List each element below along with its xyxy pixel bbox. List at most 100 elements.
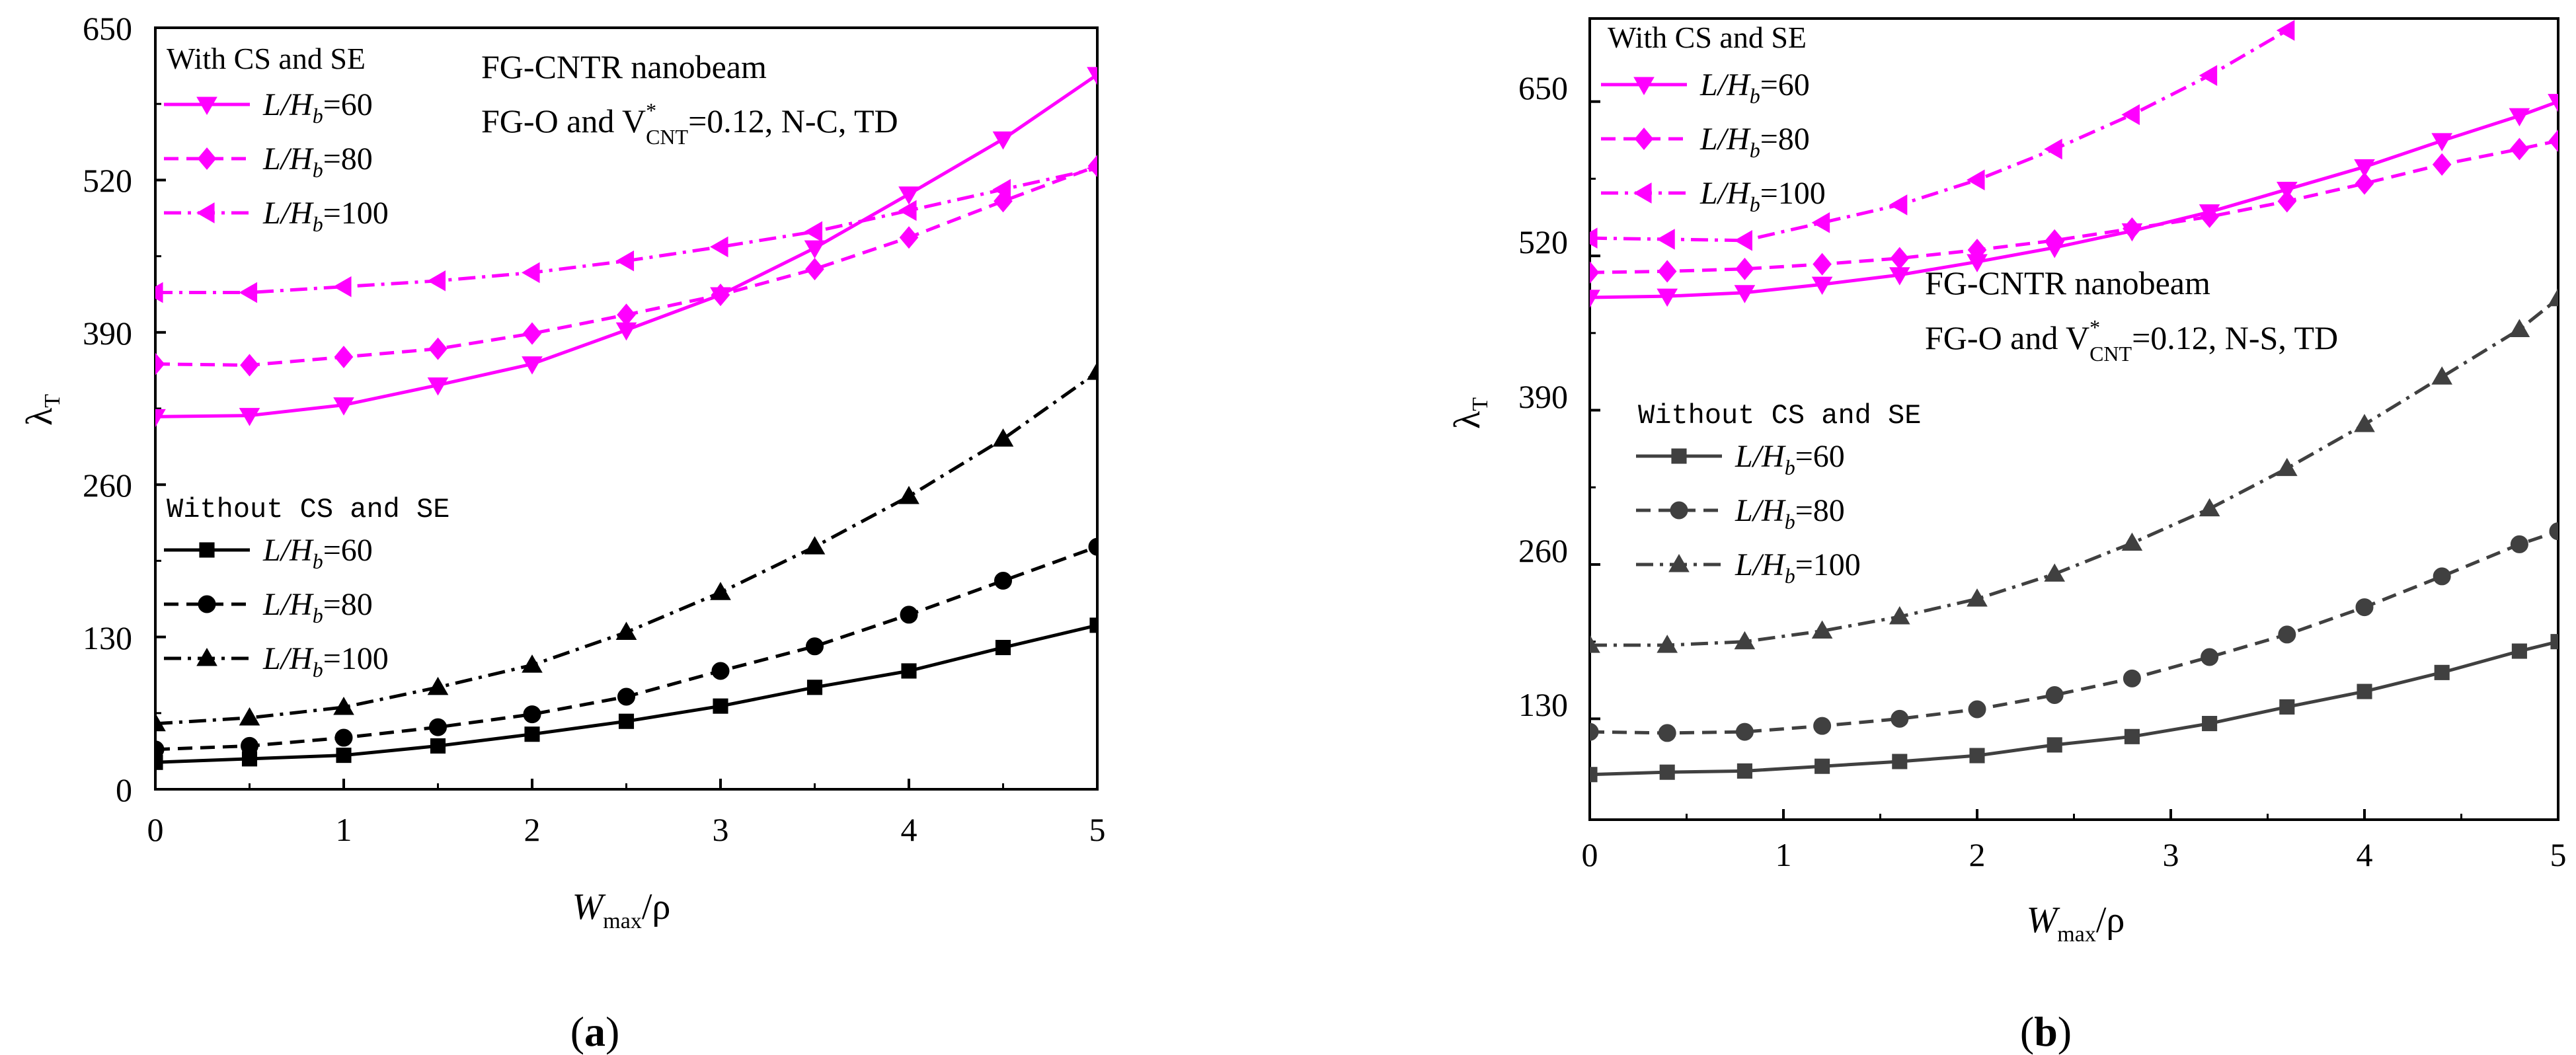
- data-point: [155, 282, 163, 303]
- data-point: [2121, 104, 2140, 126]
- series-5: [155, 537, 1097, 759]
- data-point: [2354, 159, 2375, 178]
- series-layer: [1590, 20, 2558, 783]
- panel-caption: (b): [2020, 1008, 2072, 1055]
- data-point: [1811, 276, 1833, 295]
- data-point: [1891, 709, 1909, 728]
- data-point: [1968, 700, 1986, 719]
- legend-label: L/Hb=80: [262, 587, 373, 627]
- data-point: [155, 754, 163, 770]
- legend-item: L/Hb=80: [1601, 122, 1810, 162]
- data-point: [240, 354, 259, 377]
- x-tick-label: 1: [336, 811, 352, 848]
- data-point: [2548, 94, 2558, 112]
- y-tick-label: 0: [116, 771, 132, 808]
- legend-label: L/Hb=100: [262, 641, 389, 682]
- legend-item: L/Hb=60: [1636, 439, 1845, 479]
- data-point: [2124, 728, 2140, 744]
- data-point: [427, 676, 449, 695]
- x-tick-label: 5: [1089, 811, 1106, 848]
- legend-with: L/Hb=60 L/Hb=80 L/Hb=100: [164, 87, 389, 236]
- x-tick-label: 3: [2163, 836, 2179, 873]
- data-point: [2548, 129, 2558, 152]
- data-point: [992, 178, 1011, 200]
- data-point: [1590, 290, 1600, 308]
- legend-marker: [196, 648, 217, 666]
- data-point: [1735, 257, 1754, 280]
- x-tick-labels: 0 1 2 3 4 5: [1582, 836, 2567, 873]
- legend-title-without: Without CS and SE: [167, 494, 449, 526]
- data-point: [1088, 537, 1097, 556]
- data-point: [2044, 138, 2062, 160]
- data-point: [2511, 643, 2527, 659]
- data-point: [1813, 717, 1832, 735]
- legend-with: L/Hb=60 L/Hb=80 L/Hb=100: [1601, 67, 1826, 216]
- data-point: [155, 409, 166, 428]
- y-axis-label: λT: [1447, 397, 1493, 429]
- data-point: [1889, 606, 1910, 625]
- data-point: [2045, 685, 2064, 704]
- legend-item: L/Hb=100: [1636, 547, 1861, 588]
- data-point: [523, 705, 541, 724]
- data-point: [427, 377, 449, 396]
- series-2: [155, 155, 1097, 377]
- data-point: [1734, 631, 1756, 650]
- x-axis-label: Wmax/ρ: [572, 886, 671, 933]
- axis-ticks: [1588, 100, 2559, 820]
- series-6: [155, 362, 1097, 732]
- data-point: [1811, 212, 1830, 233]
- data-point: [899, 226, 919, 249]
- data-point: [1657, 288, 1678, 307]
- data-point: [2355, 172, 2374, 195]
- data-point: [522, 262, 540, 284]
- x-tick-label: 4: [2357, 836, 2373, 873]
- y-tick-labels: 0 130 260 390 520 650: [83, 10, 132, 808]
- data-point: [1657, 635, 1678, 653]
- data-point: [1811, 620, 1833, 639]
- data-point: [1087, 362, 1097, 380]
- data-point: [2509, 108, 2530, 127]
- data-point: [1590, 767, 1598, 783]
- legend-marker: [1671, 448, 1687, 464]
- legend-marker: [196, 202, 215, 223]
- y-tick-label: 650: [1518, 69, 1568, 106]
- data-point: [1658, 724, 1676, 742]
- data-point: [1737, 763, 1752, 779]
- data-point: [522, 654, 543, 673]
- y-tick-label: 260: [1518, 532, 1568, 569]
- panel-b: 130 260 390 520 650 0 1 2 3 4 5 Wmax/ρ λ…: [1447, 17, 2567, 1055]
- series-line: [1590, 28, 2288, 243]
- axis-ticks: [154, 26, 1099, 791]
- data-point: [1590, 227, 1598, 249]
- data-point: [1089, 617, 1097, 633]
- data-point: [1735, 723, 1754, 741]
- data-point: [333, 696, 354, 715]
- series-3: [1590, 20, 2295, 251]
- data-point: [617, 687, 635, 706]
- data-point: [994, 572, 1012, 590]
- data-point: [2045, 229, 2064, 252]
- legend-marker: [1633, 77, 1655, 95]
- series-line: [1590, 640, 2558, 777]
- data-point: [1734, 285, 1756, 303]
- data-point: [1815, 758, 1830, 774]
- data-point: [2509, 319, 2530, 337]
- series-line: [1590, 100, 2558, 299]
- legend-marker: [196, 97, 217, 115]
- data-point: [2276, 20, 2295, 41]
- panel-caption: (a): [570, 1008, 620, 1055]
- data-point: [427, 270, 446, 292]
- legend-marker: [1670, 501, 1688, 520]
- data-point: [155, 352, 165, 375]
- data-point: [1087, 67, 1097, 85]
- y-tick-label: 390: [1518, 378, 1568, 415]
- data-point: [2276, 457, 2298, 477]
- data-point: [2431, 133, 2453, 151]
- legend-item: L/Hb=100: [164, 641, 389, 682]
- legend-without: L/Hb=60 L/Hb=80 L/Hb=100: [164, 533, 389, 682]
- data-point: [992, 428, 1014, 447]
- series-layer: [155, 67, 1097, 770]
- data-point: [430, 738, 446, 754]
- x-tick-labels: 0 1 2 3 4 5: [147, 811, 1106, 848]
- legend-item: L/Hb=60: [1601, 67, 1810, 108]
